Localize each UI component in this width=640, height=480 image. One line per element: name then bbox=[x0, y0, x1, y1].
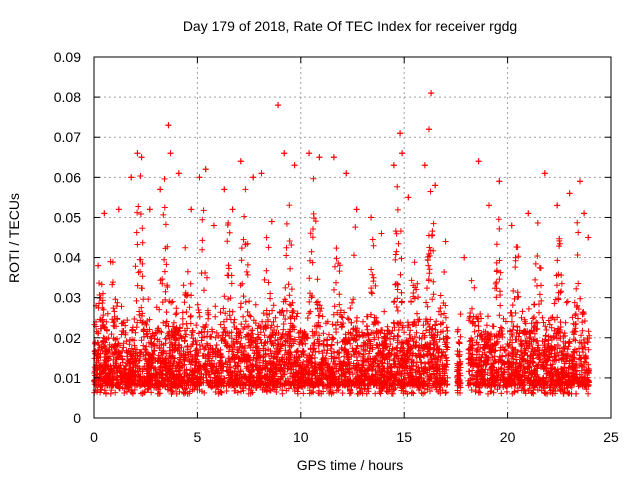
data-point bbox=[275, 102, 282, 109]
data-point bbox=[390, 162, 397, 169]
y-tick-label: 0.04 bbox=[54, 250, 81, 266]
y-tick-label: 0.02 bbox=[54, 330, 81, 346]
data-point bbox=[175, 170, 182, 177]
data-point bbox=[576, 178, 583, 185]
plot-frame bbox=[93, 56, 612, 419]
y-tick-label: 0.03 bbox=[54, 290, 81, 306]
data-point bbox=[399, 150, 406, 157]
data-point bbox=[138, 154, 145, 161]
data-point bbox=[368, 214, 375, 221]
data-point bbox=[268, 218, 275, 225]
data-point bbox=[188, 206, 195, 213]
y-tick-label: 0.08 bbox=[54, 89, 81, 105]
chart-title: Day 179 of 2018, Rate Of TEC Index for r… bbox=[183, 18, 517, 34]
data-point bbox=[525, 210, 532, 217]
data-point bbox=[250, 174, 257, 181]
data-point bbox=[258, 170, 265, 177]
data-point bbox=[196, 174, 203, 181]
data-point bbox=[428, 90, 435, 97]
data-point bbox=[221, 186, 228, 193]
data-point bbox=[426, 126, 433, 133]
tick-labels: 0 5 10 15 20 25 0 0.01 0.02 0.03 0.04 0.05 0.06 0.07 0… bbox=[54, 49, 619, 445]
y-tick-label: 0.06 bbox=[54, 169, 81, 185]
y-tick-label: 0.09 bbox=[54, 49, 81, 65]
data-point bbox=[157, 186, 164, 193]
data-point bbox=[405, 194, 412, 201]
axis-ticks bbox=[93, 56, 612, 419]
x-tick-label: 5 bbox=[194, 429, 202, 445]
data-point bbox=[585, 234, 592, 241]
data-point bbox=[496, 178, 503, 185]
data-point bbox=[306, 150, 313, 157]
data-point bbox=[566, 190, 573, 197]
y-tick-label: 0.01 bbox=[54, 370, 81, 386]
data-point bbox=[461, 254, 468, 261]
x-axis-title: GPS time / hours bbox=[297, 457, 404, 473]
data-point bbox=[115, 206, 122, 213]
data-point bbox=[237, 158, 244, 165]
data-point bbox=[101, 210, 108, 217]
y-tick-label: 0 bbox=[73, 410, 81, 426]
data-point bbox=[475, 158, 482, 165]
data-point bbox=[554, 202, 561, 209]
data-point bbox=[210, 222, 217, 229]
data-point bbox=[107, 258, 114, 265]
data-point bbox=[330, 154, 337, 161]
data-point bbox=[378, 230, 385, 237]
data-point bbox=[202, 166, 209, 173]
data-point bbox=[485, 202, 492, 209]
data-point bbox=[316, 154, 323, 161]
data-point bbox=[281, 150, 288, 157]
data-point bbox=[146, 206, 153, 213]
data-point bbox=[134, 150, 141, 157]
data-point bbox=[581, 210, 588, 217]
data-point bbox=[454, 326, 461, 333]
data-point bbox=[508, 222, 515, 229]
x-tick-label: 20 bbox=[500, 429, 516, 445]
x-tick-label: 0 bbox=[90, 429, 98, 445]
y-axis-title: ROTI / TECUs bbox=[6, 193, 22, 283]
data-point bbox=[343, 170, 350, 177]
y-tick-label: 0.07 bbox=[54, 129, 81, 145]
data-point bbox=[291, 162, 298, 169]
x-tick-label: 10 bbox=[293, 429, 309, 445]
data-point bbox=[421, 162, 428, 169]
data-point bbox=[167, 150, 174, 157]
y-tick-label: 0.05 bbox=[54, 209, 81, 225]
x-tick-label: 15 bbox=[396, 429, 412, 445]
data-point bbox=[165, 122, 172, 129]
data-point bbox=[95, 262, 102, 269]
x-tick-label: 25 bbox=[603, 429, 619, 445]
data-point bbox=[541, 170, 548, 177]
data-point bbox=[353, 206, 360, 213]
data-point bbox=[128, 174, 135, 181]
data-point bbox=[442, 238, 449, 245]
data-point bbox=[432, 182, 439, 189]
data-point bbox=[397, 130, 404, 137]
data-point bbox=[229, 206, 236, 213]
roti-data-markers bbox=[91, 90, 593, 397]
